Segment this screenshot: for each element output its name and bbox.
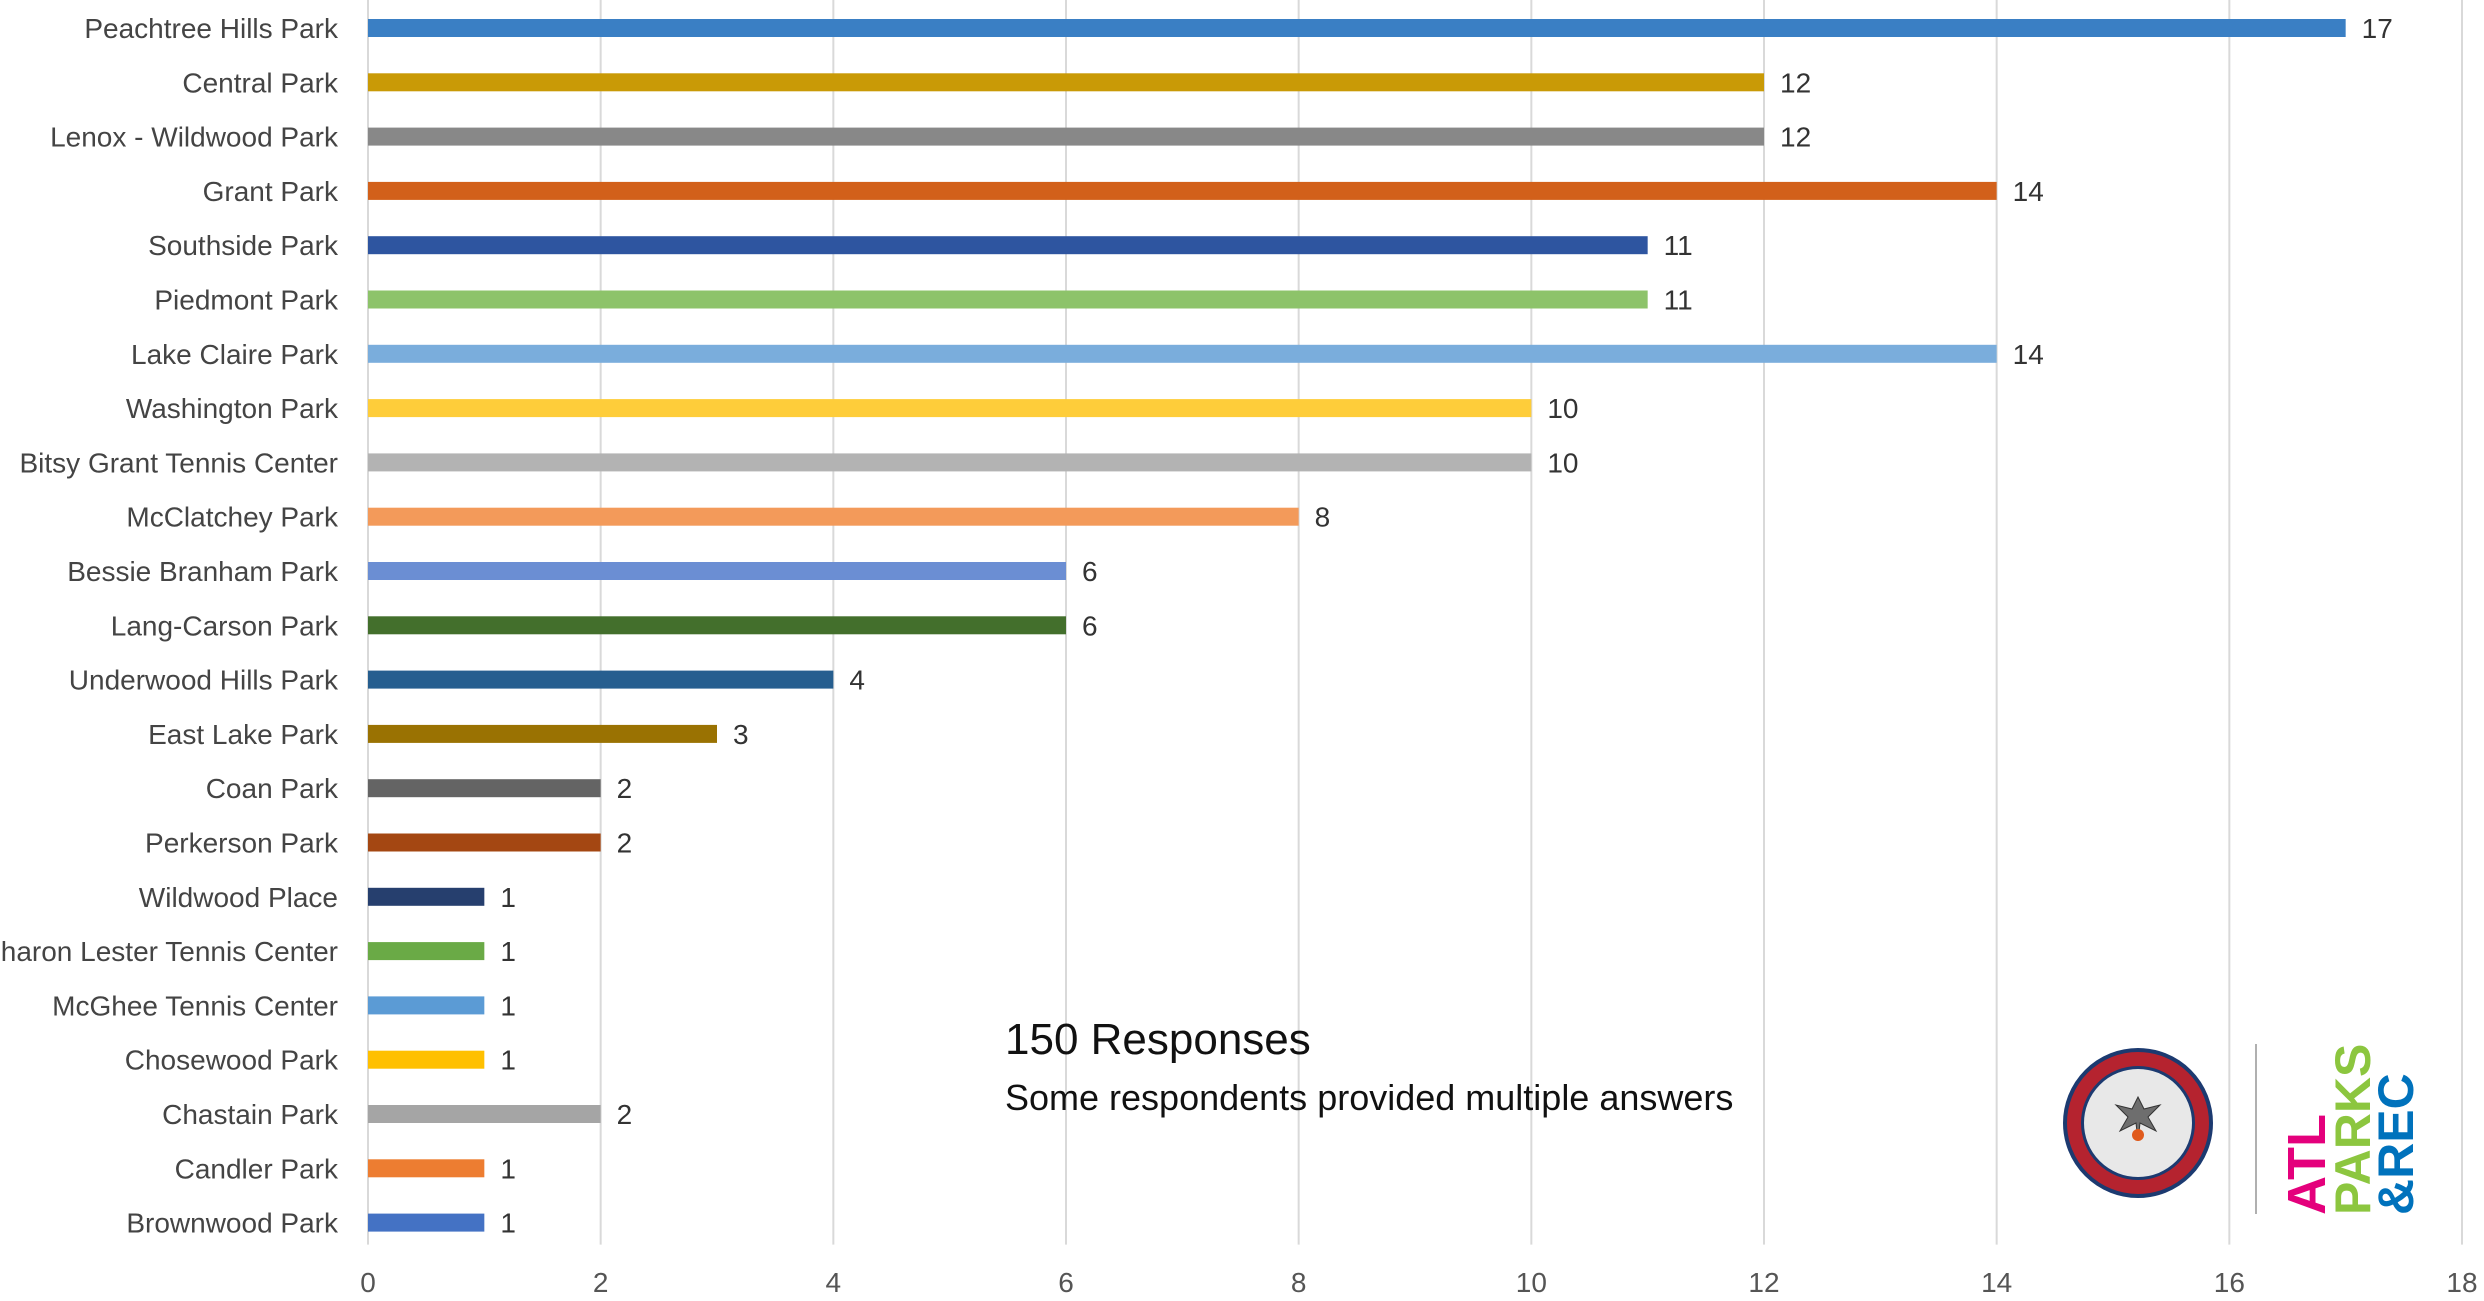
logo-parks-text: PARKS: [2325, 1044, 2381, 1215]
bars: [368, 19, 2346, 1232]
data-label: 2: [617, 773, 633, 804]
bar: [368, 181, 1997, 200]
logo-atl-text: ATL: [2285, 1114, 2337, 1215]
x-tick-label: 0: [360, 1267, 376, 1298]
x-tick-label: 8: [1291, 1267, 1307, 1298]
bar: [368, 1159, 485, 1178]
data-label: 11: [1664, 230, 1693, 261]
data-label: 10: [1547, 447, 1578, 478]
category-label: Grant Park: [203, 176, 339, 207]
category-label: McGhee Tennis Center: [52, 990, 338, 1021]
category-label: Washington Park: [126, 393, 339, 424]
data-label: 1: [500, 936, 516, 967]
category-label: Lake Claire Park: [131, 339, 339, 370]
category-label: Brownwood Park: [126, 1208, 339, 1239]
x-tick-label: 10: [1516, 1267, 1547, 1298]
bar: [368, 507, 1299, 526]
x-tick-label: 6: [1058, 1267, 1074, 1298]
bar: [368, 399, 1532, 418]
phoenix-icon: [2114, 1095, 2162, 1142]
bar: [368, 19, 2346, 37]
data-label: 1: [500, 882, 516, 913]
category-label: Chastain Park: [162, 1099, 339, 1130]
bar: [368, 833, 601, 852]
x-tick-label: 16: [2214, 1267, 2245, 1298]
category-label: Lang-Carson Park: [111, 610, 339, 641]
bar: [368, 779, 601, 798]
bar: [368, 1105, 601, 1123]
bar: [368, 453, 1532, 472]
category-label: Bessie Branham Park: [67, 556, 339, 587]
bar: [368, 724, 717, 743]
data-label: 10: [1547, 393, 1578, 424]
bar: [368, 1213, 485, 1232]
bar: [368, 344, 1997, 363]
bar: [368, 1050, 485, 1069]
category-label: Candler Park: [175, 1153, 339, 1184]
seal-center: [2081, 1066, 2195, 1180]
bar: [368, 290, 1648, 309]
data-label: 12: [1780, 67, 1811, 98]
data-label: 2: [617, 828, 633, 859]
x-tick-label: 14: [1981, 1267, 2012, 1298]
category-label: Underwood Hills Park: [69, 665, 339, 696]
bar: [368, 942, 485, 961]
bar: [368, 127, 1764, 146]
bar: [368, 996, 485, 1015]
data-label: 17: [2362, 13, 2393, 44]
category-label: Southside Park: [148, 230, 339, 261]
x-tick-label: 18: [2446, 1267, 2477, 1298]
bar: [368, 670, 834, 689]
logo-rec-text: &REC: [2368, 1073, 2424, 1215]
bar: [368, 73, 1764, 92]
category-label: McClatchey Park: [126, 502, 339, 533]
bar: [368, 236, 1648, 255]
data-label: 12: [1780, 122, 1811, 153]
gridlines: [367, 0, 2463, 1245]
data-label: 6: [1082, 556, 1098, 587]
x-tick-label: 12: [1748, 1267, 1779, 1298]
responses-note: Some respondents provided multiple answe…: [1005, 1077, 1734, 1118]
data-label: 8: [1315, 502, 1331, 533]
category-label: Perkerson Park: [145, 828, 339, 859]
data-label: 11: [1664, 285, 1693, 316]
bar: [368, 616, 1066, 635]
data-label: 14: [2013, 339, 2044, 370]
data-label: 3: [733, 719, 749, 750]
bar: [368, 887, 485, 906]
category-label: Piedmont Park: [154, 285, 339, 316]
atlanta-seal-logo: [2063, 1048, 2213, 1198]
x-tick-label: 2: [593, 1267, 609, 1298]
logo-divider: [2255, 1044, 2257, 1214]
x-tick-label: 4: [826, 1267, 842, 1298]
category-label: Chosewood Park: [125, 1045, 339, 1076]
data-label: 1: [500, 1045, 516, 1076]
category-label: Lenox - Wildwood Park: [50, 122, 339, 153]
atl-parks-rec-logo: ATL PARKS &REC: [2285, 1044, 2424, 1215]
bar: [368, 562, 1066, 580]
category-label: East Lake Park: [148, 719, 339, 750]
data-label: 6: [1082, 610, 1098, 641]
logos: ATL PARKS &REC: [2055, 1040, 2435, 1220]
category-label: Bitsy Grant Tennis Center: [19, 447, 338, 478]
category-label: Peachtree Hills Park: [84, 13, 339, 44]
category-label: Wildwood Place: [139, 882, 338, 913]
responses-count: 150 Responses: [1005, 1015, 1311, 1064]
data-label: 4: [849, 665, 865, 696]
data-label: 2: [617, 1099, 633, 1130]
category-label: Sharon Lester Tennis Center: [0, 936, 338, 967]
data-label: 1: [500, 1208, 516, 1239]
data-label: 1: [500, 1153, 516, 1184]
category-labels: Peachtree Hills Park Central Park Lenox - …: [0, 13, 339, 1239]
category-label: Coan Park: [206, 773, 339, 804]
category-label: Central Park: [182, 67, 339, 98]
data-label: 14: [2013, 176, 2044, 207]
data-label: 1: [500, 990, 516, 1021]
x-axis-ticks: 0 2 4 6 8 10 12 14 16 18: [360, 1267, 2477, 1298]
